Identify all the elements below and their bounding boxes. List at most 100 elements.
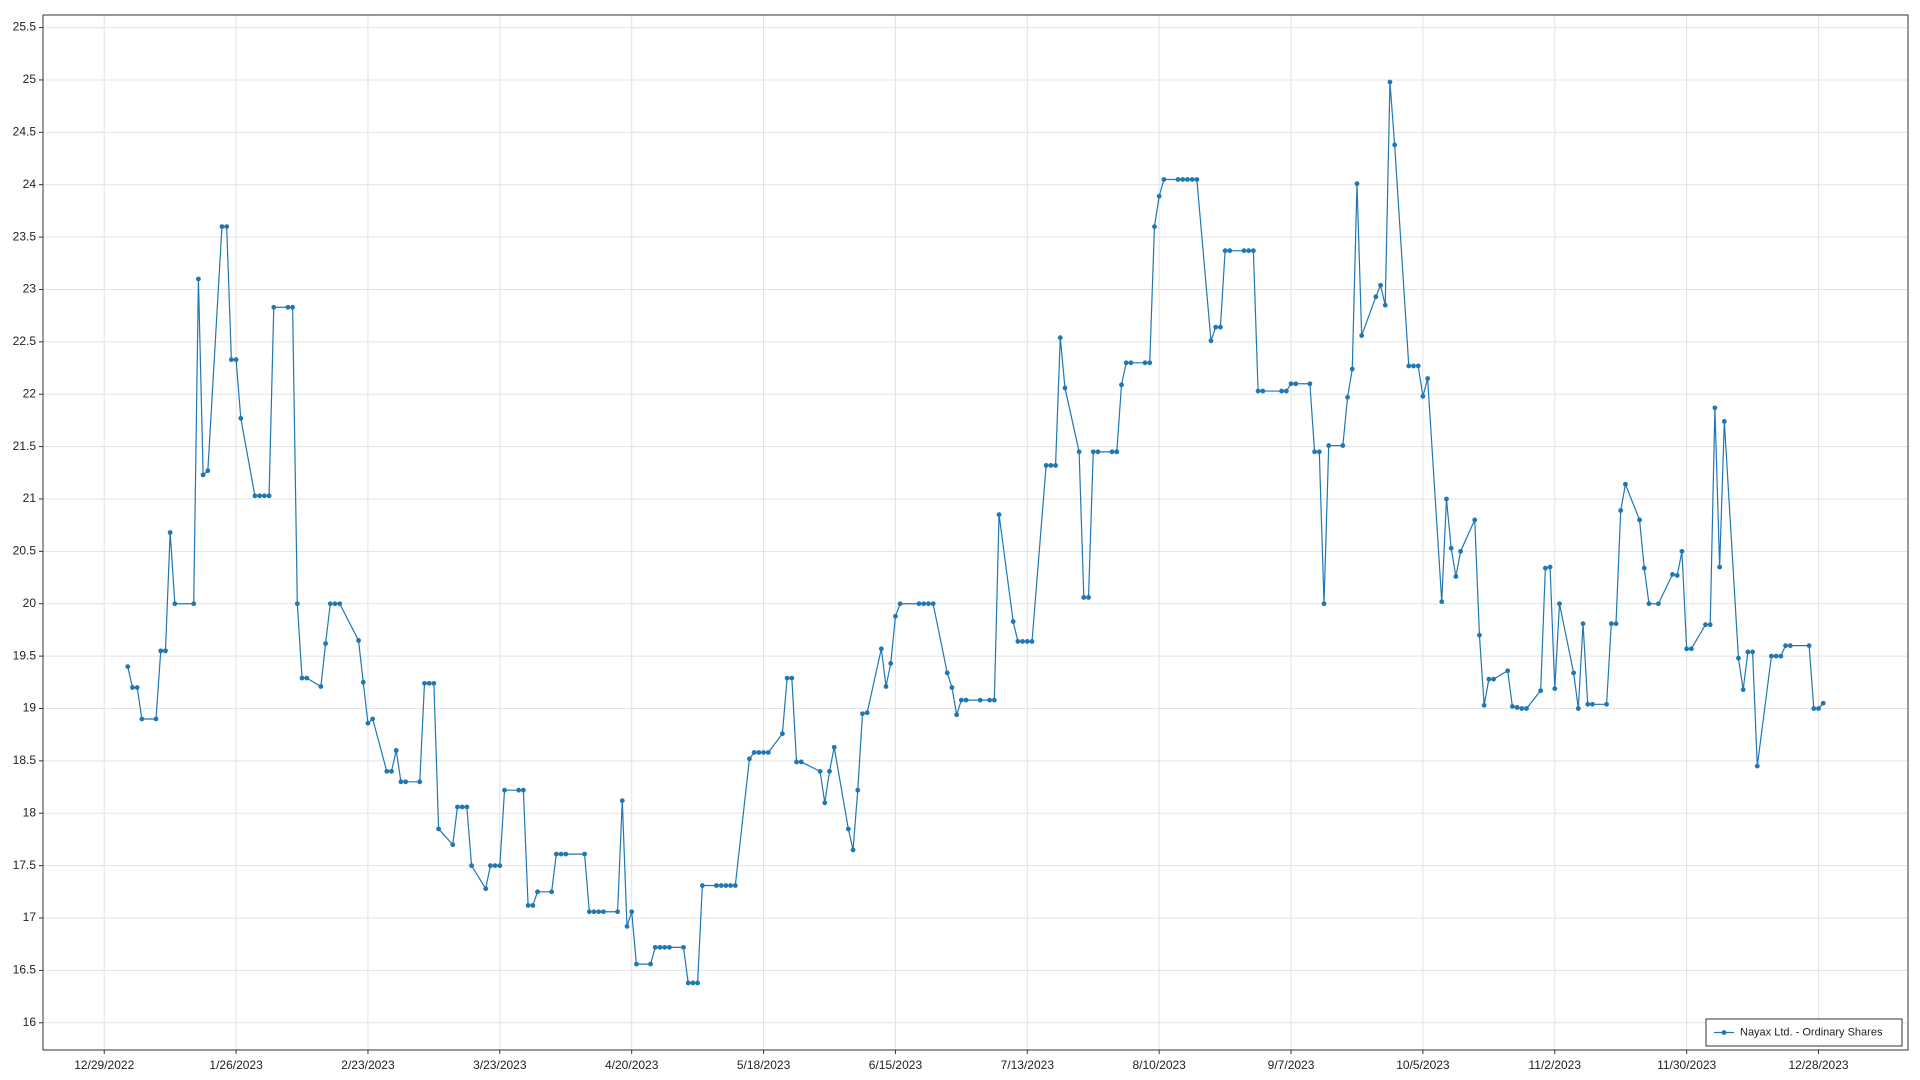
data-point xyxy=(789,675,795,681)
data-point xyxy=(784,675,790,681)
data-point xyxy=(1279,388,1285,394)
data-point xyxy=(1552,686,1558,691)
data-point xyxy=(200,472,206,478)
x-tick-label: 11/2/2023 xyxy=(1529,1058,1582,1072)
data-point xyxy=(1387,79,1393,85)
data-point xyxy=(827,768,832,774)
data-point xyxy=(502,787,507,793)
data-point xyxy=(1378,282,1383,288)
data-point xyxy=(389,768,394,774)
data-point xyxy=(864,710,870,716)
data-point xyxy=(1345,394,1350,400)
data-point xyxy=(728,883,734,888)
data-point xyxy=(977,697,983,703)
data-point xyxy=(525,903,531,908)
data-point xyxy=(219,224,225,230)
data-point xyxy=(1623,481,1628,487)
data-point xyxy=(1283,388,1289,394)
data-point xyxy=(304,675,310,681)
data-point xyxy=(1288,381,1294,387)
data-point xyxy=(699,883,705,888)
data-point xyxy=(1736,655,1741,661)
data-point xyxy=(233,357,239,363)
data-point xyxy=(384,768,390,774)
data-point xyxy=(944,670,950,676)
y-tick-label: 16.5 xyxy=(13,963,37,977)
data-point xyxy=(1717,564,1723,570)
data-point xyxy=(1095,449,1101,455)
data-point xyxy=(1062,385,1068,391)
data-point xyxy=(167,530,173,535)
data-point xyxy=(1670,572,1675,577)
plot-frame xyxy=(42,14,1909,1051)
legend-label: Nayax Ltd. - Ordinary Shares xyxy=(1740,1026,1883,1038)
data-point xyxy=(949,685,955,690)
data-point xyxy=(1783,643,1788,649)
data-point xyxy=(657,944,663,950)
data-point xyxy=(817,768,823,774)
data-point xyxy=(134,685,140,690)
data-point xyxy=(1250,248,1256,254)
data-point xyxy=(987,697,993,703)
data-point xyxy=(365,720,371,726)
data-point xyxy=(563,851,569,857)
y-tick-label: 18 xyxy=(23,805,37,819)
data-point xyxy=(1778,653,1784,659)
y-tick-label: 24.5 xyxy=(13,124,37,138)
data-point xyxy=(1425,376,1431,381)
y-tick-label: 22 xyxy=(23,386,37,400)
data-point xyxy=(1189,177,1195,182)
data-point xyxy=(798,759,804,765)
data-point xyxy=(1241,248,1247,254)
data-point xyxy=(1453,574,1459,579)
data-point xyxy=(916,601,922,607)
data-point xyxy=(1373,294,1379,300)
data-point xyxy=(1109,449,1115,455)
data-point xyxy=(1740,687,1746,693)
data-point xyxy=(926,601,931,607)
data-point xyxy=(723,883,729,888)
data-point xyxy=(648,961,653,967)
data-point xyxy=(878,646,884,652)
data-point xyxy=(1246,248,1252,254)
data-point xyxy=(130,685,135,690)
data-point xyxy=(996,512,1002,518)
data-point xyxy=(266,493,272,499)
data-point xyxy=(1514,705,1520,710)
data-point xyxy=(1787,643,1793,649)
data-point xyxy=(619,798,625,804)
x-tick-label: 1/26/2023 xyxy=(209,1058,263,1072)
data-point xyxy=(756,750,762,755)
data-point xyxy=(718,883,724,888)
data-point xyxy=(261,493,267,499)
data-point xyxy=(662,944,668,950)
data-point xyxy=(1180,177,1186,182)
data-point xyxy=(1142,360,1148,366)
legend-marker xyxy=(1721,1030,1727,1035)
data-point xyxy=(393,747,399,753)
data-point xyxy=(615,909,620,915)
data-point xyxy=(1208,338,1214,344)
data-point xyxy=(1175,177,1181,182)
x-tick-label: 2/23/2023 xyxy=(341,1058,395,1072)
data-point xyxy=(360,679,366,685)
data-point xyxy=(1411,363,1416,369)
data-point xyxy=(417,779,423,785)
data-point xyxy=(954,712,960,718)
data-point xyxy=(299,675,305,681)
data-point xyxy=(1152,224,1157,230)
data-point xyxy=(1316,449,1322,455)
data-point xyxy=(1076,449,1082,455)
data-point xyxy=(318,684,324,689)
data-point xyxy=(1679,548,1685,554)
data-point xyxy=(1213,324,1219,330)
data-point xyxy=(125,664,131,669)
x-tick-label: 10/5/2023 xyxy=(1396,1058,1450,1072)
data-point xyxy=(1613,621,1619,627)
data-point xyxy=(1481,702,1487,708)
data-point xyxy=(370,716,376,722)
data-point xyxy=(897,601,903,607)
data-point xyxy=(323,641,328,646)
data-point xyxy=(252,493,258,499)
data-point xyxy=(172,601,178,607)
